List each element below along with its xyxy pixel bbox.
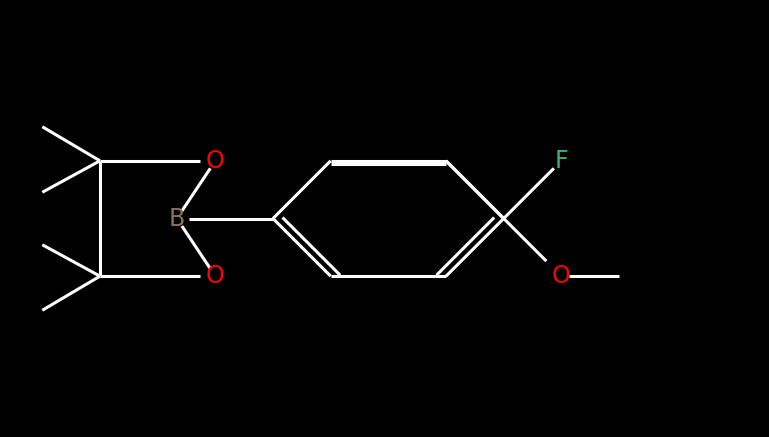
Text: B: B [168,207,185,230]
Text: O: O [206,149,225,173]
Text: O: O [206,264,225,288]
Text: O: O [552,264,571,288]
Text: F: F [554,149,568,173]
